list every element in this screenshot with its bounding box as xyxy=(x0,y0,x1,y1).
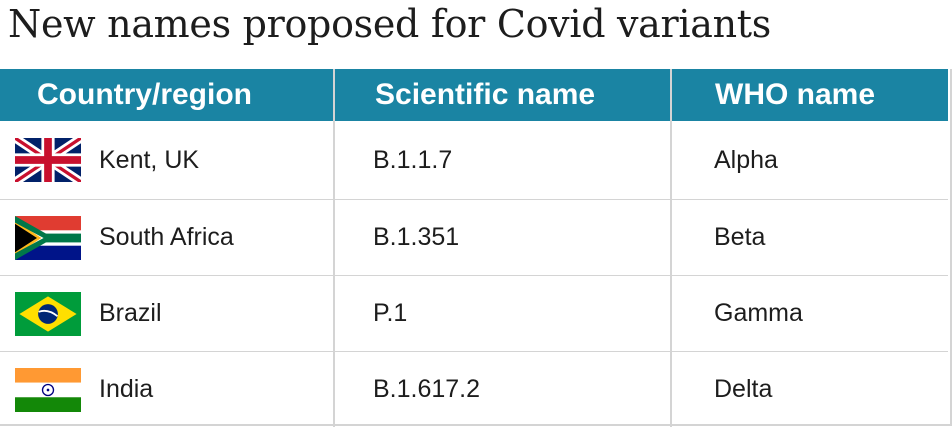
table-row: Brazil P.1 Gamma xyxy=(0,275,948,351)
who-name-cell: Alpha xyxy=(670,121,948,199)
table-body: Kent, UK B.1.1.7 Alpha South Africa xyxy=(0,121,948,427)
who-name-cell: Delta xyxy=(670,352,948,427)
table-row: Kent, UK B.1.1.7 Alpha xyxy=(0,121,948,199)
scientific-name-cell: B.1.617.2 xyxy=(333,352,670,427)
page-title: New names proposed for Covid variants xyxy=(8,2,771,46)
country-name: Kent, UK xyxy=(99,145,200,174)
country-name: India xyxy=(99,375,154,403)
india-flag-icon xyxy=(15,367,81,412)
country-cell: Kent, UK xyxy=(0,121,333,199)
table-row: India B.1.617.2 Delta xyxy=(0,351,948,427)
south-africa-flag-icon xyxy=(15,215,81,260)
column-header-who-name: WHO name xyxy=(670,69,948,121)
table-header: Country/region Scientific name WHO name xyxy=(0,69,948,121)
table-row: South Africa B.1.351 Beta xyxy=(0,199,948,275)
variants-table: Country/region Scientific name WHO name … xyxy=(0,69,952,427)
uk-flag-icon xyxy=(15,138,81,182)
country-name: South Africa xyxy=(99,223,234,251)
scientific-name-cell: P.1 xyxy=(333,276,670,351)
column-header-country: Country/region xyxy=(37,78,252,111)
country-cell: Brazil xyxy=(0,276,333,351)
country-name: Brazil xyxy=(99,299,162,327)
country-cell: South Africa xyxy=(0,200,333,275)
scientific-name-cell: B.1.351 xyxy=(333,200,670,275)
country-cell: India xyxy=(0,352,333,427)
scientific-name-cell: B.1.1.7 xyxy=(333,121,670,199)
who-name-cell: Beta xyxy=(670,200,948,275)
brazil-flag-icon xyxy=(15,291,81,336)
column-header-scientific-name: Scientific name xyxy=(333,69,670,121)
who-name-cell: Gamma xyxy=(670,276,948,351)
